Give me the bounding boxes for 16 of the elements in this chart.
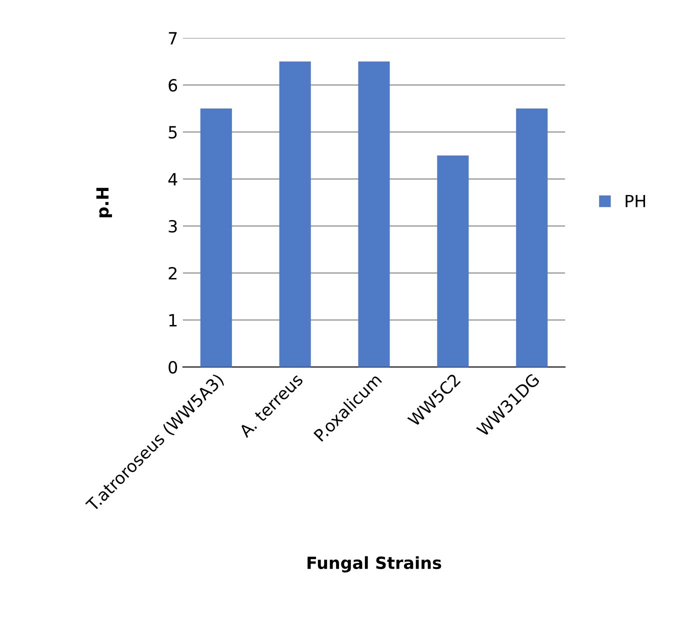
y-tick-label: 4 xyxy=(168,173,178,186)
bar xyxy=(279,62,311,367)
y-tick-label: 6 xyxy=(168,78,178,92)
bar xyxy=(200,108,232,367)
y-tick-label: 1 xyxy=(169,314,177,326)
y-tick-label: 2 xyxy=(168,266,176,280)
y-tick-label: 3 xyxy=(168,220,177,233)
bar xyxy=(358,62,390,367)
legend-label: PH xyxy=(626,194,646,208)
y-tick-label: 7 xyxy=(168,32,177,44)
y-tick-label: 5 xyxy=(168,126,177,139)
bar xyxy=(516,108,548,367)
bar xyxy=(437,156,469,367)
y-tick-label: 0 xyxy=(168,360,178,374)
y-axis-title: p.H xyxy=(96,188,112,218)
x-axis-title: Fungal Strains xyxy=(308,556,442,572)
